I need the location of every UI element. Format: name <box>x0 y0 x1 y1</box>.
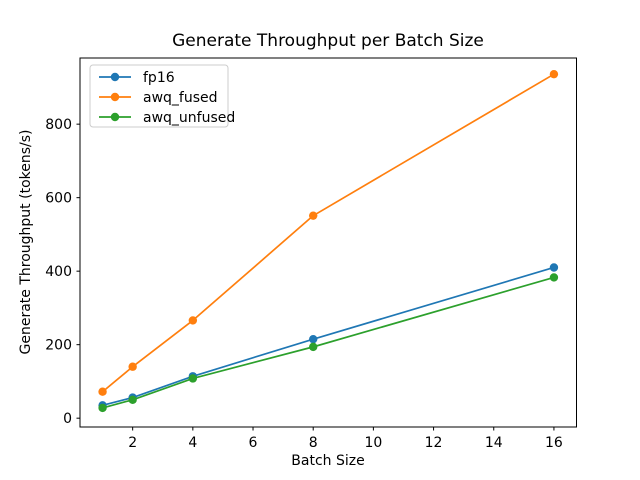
x-tick-label: 8 <box>309 435 318 451</box>
series-marker-awq_unfused <box>309 342 318 352</box>
x-tick-label: 12 <box>425 435 443 451</box>
y-axis-label: Generate Throughput (tokens/s) <box>18 130 34 355</box>
legend: fp16 awq_fused awq_unfused <box>89 64 235 128</box>
y-tick-label: 400 <box>45 264 72 280</box>
legend-label-fp16: fp16 <box>143 70 175 86</box>
y-tick-label: 0 <box>63 411 72 427</box>
legend-label-awq_fused: awq_fused <box>143 90 218 106</box>
legend-label-awq_unfused: awq_unfused <box>143 110 235 126</box>
x-tick-label: 10 <box>364 435 382 451</box>
x-tick-label: 14 <box>485 435 503 451</box>
series-marker-awq_fused <box>309 211 318 220</box>
y-tick-label: 800 <box>45 117 72 133</box>
series-marker-awq_fused <box>549 69 559 79</box>
series-marker-awq_unfused <box>128 395 137 405</box>
x-tick-label: 2 <box>128 435 137 451</box>
legend-marker-awq_fused <box>110 92 120 102</box>
legend-marker-awq_unfused <box>110 112 120 122</box>
y-tick-label: 600 <box>45 191 72 207</box>
series-marker-awq_unfused <box>188 374 198 383</box>
series-marker-awq_fused <box>188 316 198 325</box>
plot-layer: 2 4 6 8 10 12 14 16 0 200 400 600 800 <box>45 57 577 451</box>
series-marker-awq_fused <box>128 362 137 371</box>
series-marker-fp16 <box>309 334 318 344</box>
chart-title: Generate Throughput per Batch Size <box>172 31 484 51</box>
series-marker-awq_unfused <box>98 403 107 413</box>
y-tick-label: 200 <box>45 338 72 354</box>
x-tick-label: 6 <box>249 435 258 451</box>
series-marker-awq_fused <box>98 387 107 396</box>
x-axis-label: Batch Size <box>291 453 364 469</box>
x-tick-label: 16 <box>545 435 563 451</box>
plot-frame <box>79 57 577 428</box>
series-marker-fp16 <box>549 263 559 272</box>
x-tick-label: 4 <box>188 435 197 451</box>
series-marker-awq_unfused <box>549 273 559 282</box>
legend-box <box>89 64 229 128</box>
legend-marker-fp16 <box>110 72 120 82</box>
series-line-awq_unfused <box>102 276 555 409</box>
series-line-fp16 <box>102 266 555 407</box>
